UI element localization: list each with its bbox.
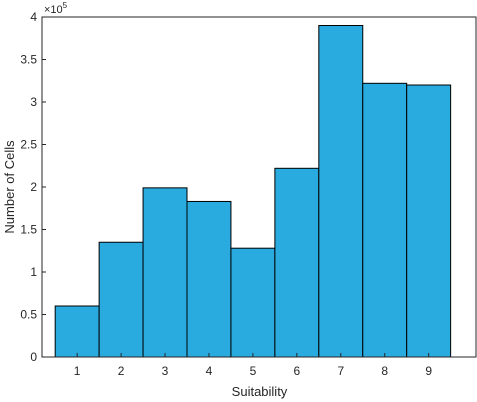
x-tick-label: 1 (74, 364, 81, 378)
x-tick-label: 8 (381, 364, 388, 378)
x-tick-label: 4 (206, 364, 213, 378)
bar-6 (274, 167, 320, 358)
y-tick-label: 1.5 (20, 223, 37, 237)
bar-5 (230, 247, 276, 358)
x-tick-label: 5 (250, 364, 257, 378)
x-tick-label: 9 (425, 364, 432, 378)
y-tick-label: 0.5 (20, 308, 37, 322)
y-axis-exponent: ×105 (44, 1, 68, 16)
bar-3 (142, 187, 188, 358)
bar-2 (98, 241, 144, 358)
y-axis-ticks: 0 0.5 1 1.5 2 2.5 3 3.5 4 (20, 10, 46, 364)
x-axis-ticks: 1 2 3 4 5 6 7 8 9 (74, 353, 432, 378)
bar-4 (186, 200, 232, 358)
bar-1 (54, 305, 100, 358)
x-tick-label: 7 (337, 364, 344, 378)
bar-7 (318, 25, 364, 358)
y-axis-label: Number of Cells (2, 140, 17, 234)
y-tick-label: 2.5 (20, 138, 37, 152)
y-tick-label: 3 (30, 95, 37, 109)
y-tick-label: 0 (30, 350, 37, 364)
x-tick-label: 6 (294, 364, 301, 378)
x-tick-label: 3 (162, 364, 169, 378)
y-tick-label: 2 (30, 180, 37, 194)
x-axis-label: Suitability (232, 384, 288, 399)
y-tick-label: 1 (30, 265, 37, 279)
y-tick-label: 4 (30, 10, 37, 24)
bars-group (54, 25, 452, 358)
y-tick-label: 3.5 (20, 53, 37, 67)
x-tick-label: 2 (118, 364, 125, 378)
bar-9 (406, 84, 452, 358)
bar-8 (362, 82, 408, 358)
